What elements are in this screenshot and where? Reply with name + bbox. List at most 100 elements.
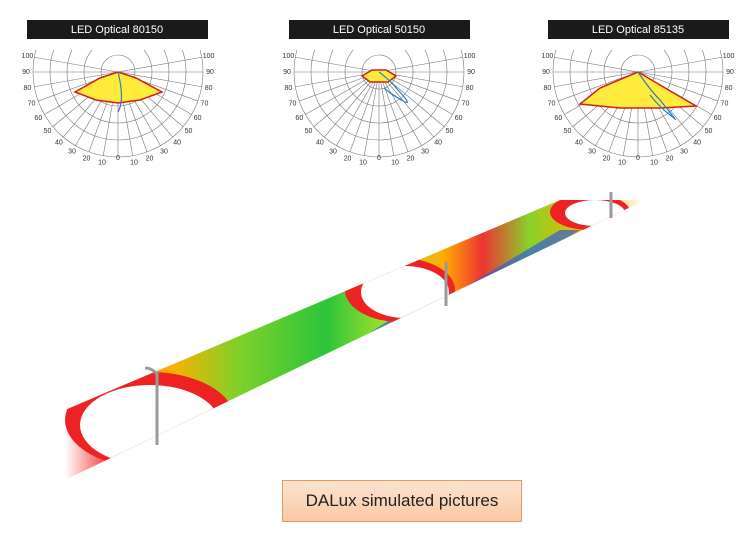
- hot-center: [565, 200, 625, 226]
- angle-label: 90: [22, 69, 30, 76]
- polar-diagram: LED Optical 80150 1001009090808070706060…: [22, 20, 215, 166]
- light-distribution: [578, 71, 699, 109]
- angle-label: 0: [377, 155, 381, 162]
- road-simulation: [65, 192, 645, 480]
- angle-label: 50: [705, 128, 713, 135]
- grid-spoke: [637, 56, 722, 73]
- angle-label: 20: [344, 155, 352, 162]
- panel-title: LED Optical 85135: [592, 24, 684, 36]
- angle-label: 0: [636, 155, 640, 162]
- hot-center: [80, 385, 220, 465]
- grid-spoke: [117, 56, 202, 73]
- grid-spoke: [336, 71, 380, 146]
- angle-label: 30: [160, 149, 168, 156]
- angle-label: 20: [603, 155, 611, 162]
- angle-label: 10: [359, 159, 367, 166]
- grid-spoke: [378, 71, 434, 138]
- angle-label: 40: [55, 139, 63, 146]
- angle-label: 100: [203, 53, 215, 60]
- angle-label: 100: [283, 53, 295, 60]
- angle-label: 40: [434, 139, 442, 146]
- angle-label: 80: [466, 85, 474, 92]
- angle-label: 30: [680, 149, 688, 156]
- angle-label: 50: [564, 128, 572, 135]
- angle-label: 100: [723, 53, 735, 60]
- angle-label: 60: [34, 115, 42, 122]
- angle-label: 20: [83, 155, 91, 162]
- angle-label: 70: [28, 100, 36, 107]
- angle-label: 60: [554, 115, 562, 122]
- angle-label: 80: [205, 85, 213, 92]
- angle-label: 100: [464, 53, 476, 60]
- grid-spoke: [324, 71, 380, 138]
- angle-label: 100: [22, 53, 34, 60]
- angle-label: 90: [206, 69, 214, 76]
- panel-title: LED Optical 50150: [333, 24, 425, 36]
- angle-label: 50: [446, 128, 454, 135]
- angle-label: 20: [146, 155, 154, 162]
- angle-label: 80: [284, 85, 292, 92]
- angle-label: 90: [542, 69, 550, 76]
- angle-label: 50: [185, 128, 193, 135]
- angle-label: 10: [130, 159, 138, 166]
- grid-spoke: [363, 71, 380, 156]
- angle-label: 10: [391, 159, 399, 166]
- grid-spoke: [378, 71, 422, 146]
- angle-label: 10: [618, 159, 626, 166]
- angle-label: 0: [116, 155, 120, 162]
- grid-spoke: [295, 56, 380, 73]
- light-distribution: [73, 71, 164, 104]
- angle-label: 80: [543, 85, 551, 92]
- angle-label: 60: [295, 115, 303, 122]
- hot-center: [361, 266, 449, 318]
- angle-label: 10: [650, 159, 658, 166]
- angle-label: 30: [329, 149, 337, 156]
- angle-label: 20: [666, 155, 674, 162]
- angle-label: 20: [407, 155, 415, 162]
- polar-diagram: LED Optical 50150 1001009090808070706060…: [283, 20, 476, 166]
- light-curve: [637, 71, 676, 121]
- angle-label: 70: [462, 100, 470, 107]
- angle-label: 60: [194, 115, 202, 122]
- light-curve: [117, 71, 123, 113]
- grid-spoke: [554, 71, 639, 88]
- angle-label: 70: [721, 100, 729, 107]
- angle-label: 50: [44, 128, 52, 135]
- angle-label: 60: [714, 115, 722, 122]
- angle-label: 80: [725, 85, 733, 92]
- grid-spoke: [378, 71, 409, 152]
- grid-spoke: [637, 71, 722, 88]
- angle-label: 90: [726, 69, 734, 76]
- angle-label: 90: [283, 69, 291, 76]
- angle-label: 40: [575, 139, 583, 146]
- grid-spoke: [117, 71, 202, 88]
- angle-label: 10: [98, 159, 106, 166]
- angle-label: 100: [542, 53, 554, 60]
- angle-label: 40: [316, 139, 324, 146]
- panel-title: LED Optical 80150: [71, 24, 163, 36]
- caption: DALux simulated pictures: [282, 480, 522, 522]
- grid-spoke: [378, 56, 463, 73]
- polar-diagram: LED Optical 85135 1001009090808070706060…: [542, 20, 735, 166]
- grid-spoke: [349, 71, 380, 152]
- angle-label: 80: [23, 85, 31, 92]
- grid-spoke: [34, 56, 119, 73]
- grid-spoke: [378, 71, 395, 156]
- angle-label: 50: [305, 128, 313, 135]
- grid-spoke: [637, 71, 718, 102]
- angle-label: 70: [548, 100, 556, 107]
- angle-label: 70: [201, 100, 209, 107]
- angle-label: 60: [455, 115, 463, 122]
- angle-label: 40: [693, 139, 701, 146]
- angle-label: 40: [173, 139, 181, 146]
- pole-arm: [144, 366, 159, 375]
- light-curve: [378, 71, 408, 104]
- grid-spoke: [34, 71, 119, 88]
- angle-label: 70: [289, 100, 297, 107]
- grid-spoke: [554, 56, 639, 73]
- angle-label: 90: [467, 69, 475, 76]
- angle-label: 30: [68, 149, 76, 156]
- angle-label: 30: [588, 149, 596, 156]
